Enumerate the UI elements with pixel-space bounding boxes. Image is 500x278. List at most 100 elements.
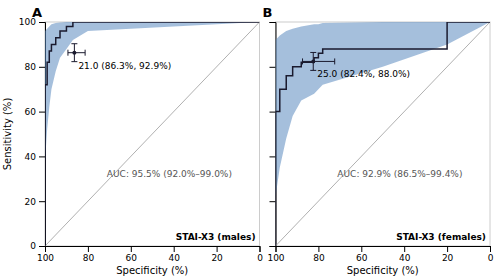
x-tick-mark [260,246,261,252]
x-tick: 100 [37,246,54,263]
roc-curve [276,22,491,246]
y-tick [270,201,276,202]
x-tick: 80 [313,246,325,263]
y-error-cap [310,70,316,71]
y-axis-title: Sensitivity (%) [2,98,13,171]
x-error-cap [334,58,335,64]
x-tick-label: 40 [168,253,180,263]
x-tick-mark [217,246,218,252]
y-tick: 0 [30,241,45,251]
y-tick-mark [39,112,45,113]
y-tick [270,112,276,113]
x-tick-label: 20 [442,253,454,263]
x-error-cap [67,50,68,56]
y-tick-mark [270,112,276,113]
y-tick-mark [270,201,276,202]
x-axis-title: Specificity (%) [116,265,188,276]
marks [276,22,491,246]
ci-band [276,22,491,246]
x-tick: 40 [168,246,180,263]
y-tick-mark [39,22,45,23]
x-tick: 0 [488,246,494,263]
diagonal-line [45,22,260,246]
diagonal-line [276,22,491,246]
x-tick-mark [404,246,405,252]
x-tick: 100 [267,246,284,263]
y-tick-label: 0 [30,241,36,251]
subtitle: STAI-X3 (females) [396,232,486,242]
y-tick [270,156,276,157]
y-tick-mark [39,67,45,68]
y-error-cap [310,52,316,53]
x-tick-label: 40 [399,253,411,263]
panel-label: B [263,5,273,20]
cutoff-point [72,51,76,55]
x-tick: 0 [257,246,263,263]
x-tick-label: 0 [488,253,494,263]
x-tick: 20 [211,246,223,263]
y-error-cap [71,43,77,44]
marks [45,22,260,246]
x-tick-mark [447,246,448,252]
x-error-bar [68,52,85,53]
x-tick: 80 [83,246,95,263]
x-error-cap [85,50,86,56]
y-axis-line [39,23,46,247]
y-tick-mark [270,22,276,23]
y-tick: 60 [25,107,45,117]
y-tick: 20 [25,197,45,207]
y-tick: 40 [25,152,45,162]
roc-curve [45,22,260,246]
panel: 100 80 60 40 20 00 20 40 60 80 100 AUC: 95.5% (92.0… [2,5,263,276]
x-tick-mark [490,246,491,252]
x-tick-mark [174,246,175,252]
plot-frame [276,22,491,246]
x-error-cap [302,58,303,64]
cutoff-annotation: 21.0 (86.3%, 92.9%) [78,61,171,71]
ci-band [45,22,260,246]
cutoff-annotation: 25.0 (82.4%, 88.0%) [317,69,410,79]
y-tick [270,246,276,247]
y-tick-mark [39,246,45,247]
y-tick-mark [270,156,276,157]
y-tick-label: 40 [25,152,37,162]
x-tick: 20 [442,246,454,263]
y-tick [270,22,276,23]
x-tick: 60 [126,246,138,263]
y-tick-label: 80 [25,62,37,72]
x-error-bar [303,61,335,62]
y-tick [270,67,276,68]
y-axis: 020406080100 [19,17,46,251]
x-axis-line [46,247,261,253]
x-tick-label: 60 [356,253,368,263]
y-error-cap [71,61,77,62]
x-tick-label: 100 [267,253,284,263]
x-tick-mark [88,246,89,252]
y-tick-mark [39,156,45,157]
panel: 100 80 60 40 20 0 AUC: 92.9% (86.5%–99.4%) 25.0… [263,5,494,276]
y-tick-mark [39,201,45,202]
y-tick-label: 20 [25,197,37,207]
x-tick-mark [131,246,132,252]
panel-label: A [32,5,42,20]
y-tick-mark [270,246,276,247]
auc-annotation: AUC: 95.5% (92.0%–99.0%) [107,169,232,179]
y-axis [270,23,277,247]
subtitle: STAI-X3 (males) [176,232,256,242]
x-tick-mark [361,246,362,252]
x-tick-label: 80 [313,253,325,263]
x-tick-label: 60 [126,253,138,263]
x-tick: 40 [399,246,411,263]
x-axis: 100 80 60 40 20 0 [37,246,263,263]
y-tick-label: 60 [25,107,37,117]
y-axis-line [270,23,277,247]
x-axis-title: Specificity (%) [347,265,419,276]
figure: 100 80 60 40 20 0 0 20 40 60 80 100 AUC: 95.5% (92.0… [0,0,500,278]
x-tick-label: 20 [211,253,223,263]
x-tick-label: 100 [37,253,54,263]
auc-annotation: AUC: 92.9% (86.5%–99.4%) [337,169,462,179]
y-tick-mark [270,67,276,68]
plot-frame [45,22,260,246]
x-tick-mark [318,246,319,252]
x-tick-label: 0 [257,253,263,263]
